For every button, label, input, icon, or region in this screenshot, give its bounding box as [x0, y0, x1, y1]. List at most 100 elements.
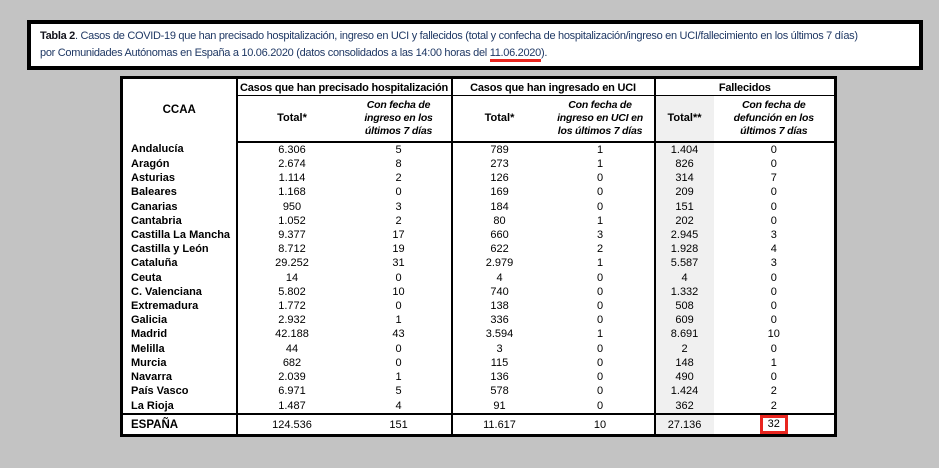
table-row: Galicia 2.932 1 336 0 609 0 — [121, 313, 836, 328]
uci-total: 740 — [490, 285, 509, 298]
uci-7dias: 0 — [546, 384, 656, 399]
ccaa-name: Ceuta — [121, 270, 238, 285]
caption-label: Tabla 2 — [40, 30, 75, 42]
fallecidos-7dias: 0 — [770, 186, 777, 199]
fallecidos-7dias: 2 — [770, 399, 777, 412]
hosp-total: 8.712 — [278, 243, 306, 256]
fallecidos-total: 2.945 — [654, 227, 714, 243]
hosp-7dias: 3 — [346, 199, 453, 214]
fallecidos-total: 826 — [654, 156, 714, 172]
fallecidos-7dias: 0 — [770, 200, 777, 213]
ccaa-name: Melilla — [121, 341, 238, 356]
ccaa-name: Galicia — [121, 313, 238, 328]
subheader-uci-7dias: Con fecha de ingreso en UCI en los últim… — [546, 95, 656, 143]
hosp-total: 950 — [282, 200, 302, 213]
uci-7dias: 0 — [546, 199, 656, 214]
hosp-total: 2.674 — [278, 157, 306, 170]
ccaa-name: Cantabria — [121, 213, 238, 228]
hosp-7dias: 0 — [346, 341, 453, 356]
uci-7dias: 0 — [546, 369, 656, 385]
table-row: Melilla 44 0 3 0 2 0 — [121, 341, 836, 356]
hosp-total: 2.039 — [278, 371, 306, 384]
fallecidos-total: 1.332 — [654, 284, 714, 299]
fallecidos-7dias: 0 — [770, 342, 777, 355]
fallecidos-7dias: 7 — [770, 172, 777, 185]
ccaa-name: Navarra — [121, 369, 238, 385]
hosp-7dias: 0 — [346, 298, 453, 314]
caption-text-1: . Casos de COVID-19 que han precisado ho… — [75, 30, 858, 42]
total-hosp-7dias: 151 — [346, 414, 453, 436]
uci-total: 622 — [490, 243, 509, 256]
ccaa-name: País Vasco — [121, 384, 238, 399]
caption-text-3: ). — [540, 47, 548, 59]
hosp-7dias: 19 — [346, 242, 453, 257]
fallecidos-total: 490 — [654, 369, 714, 385]
fallecidos-7dias: 3 — [770, 257, 777, 270]
uci-total: 138 — [490, 300, 509, 313]
fallecidos-7dias: 0 — [770, 214, 777, 227]
table-row: Aragón 2.674 8 273 1 826 0 — [121, 156, 836, 172]
hosp-total: 1.052 — [278, 214, 306, 227]
table-row: C. Valenciana 5.802 10 740 0 1.332 0 — [121, 284, 836, 299]
subheader-fallecidos-7dias: Con fecha de defunción en los últimos 7 … — [713, 95, 836, 143]
table-row: Murcia 682 0 115 0 148 1 — [121, 355, 836, 370]
hosp-7dias: 43 — [346, 327, 453, 342]
uci-total: 3.594 — [485, 328, 514, 341]
fallecidos-total: 314 — [654, 171, 714, 186]
uci-total: 126 — [490, 172, 509, 185]
ccaa-name: Castilla y León — [121, 242, 238, 257]
fallecidos-7dias: 4 — [770, 243, 777, 256]
table-footer: ESPAÑA 124.536 151 11.617 10 27.136 32 — [121, 414, 836, 436]
fallecidos-7dias: 0 — [770, 285, 777, 298]
table-row: Baleares 1.168 0 169 0 209 0 — [121, 185, 836, 200]
ccaa-name: Andalucía — [121, 141, 238, 157]
total-row-label: ESPAÑA — [121, 414, 238, 436]
uci-7dias: 1 — [546, 256, 656, 271]
total-fallecidos-7dias: 32 — [714, 414, 836, 436]
highlight-box: 32 — [759, 415, 788, 434]
fallecidos-7dias: 10 — [767, 328, 780, 341]
hosp-total: 9.377 — [278, 229, 306, 241]
uci-7dias: 0 — [546, 313, 656, 328]
table-row: Castilla La Mancha 9.377 17 660 3 2.945 3 — [121, 227, 836, 243]
group-header-hospitalizacion: Casos que han precisado hospitalización — [236, 77, 453, 96]
table-row: Madrid 42.188 43 3.594 1 8.691 10 — [121, 327, 836, 342]
fallecidos-total: 209 — [654, 185, 714, 200]
uci-7dias: 0 — [546, 298, 656, 314]
uci-total: 660 — [490, 229, 509, 241]
hosp-total: 682 — [282, 356, 302, 369]
subheader-hosp-total: Total* — [236, 95, 347, 143]
fallecidos-7dias: 2 — [770, 385, 777, 398]
total-fallecidos-total: 27.136 — [654, 414, 714, 436]
total-hosp-total: 124.536 — [272, 418, 312, 431]
fallecidos-total: 151 — [654, 199, 714, 214]
hosp-total: 1.114 — [278, 172, 306, 185]
group-header-uci: Casos que han ingresado en UCI — [451, 77, 656, 96]
table-row: Extremadura 1.772 0 138 0 508 0 — [121, 298, 836, 314]
table-row: Cantabria 1.052 2 80 1 202 0 — [121, 213, 836, 228]
hosp-7dias: 0 — [346, 185, 453, 200]
hosp-7dias: 0 — [346, 270, 453, 285]
hosp-7dias: 0 — [346, 355, 453, 370]
hosp-7dias: 8 — [346, 156, 453, 172]
uci-7dias: 1 — [546, 213, 656, 228]
uci-7dias: 1 — [546, 156, 656, 172]
hosp-7dias: 2 — [346, 213, 453, 228]
fallecidos-7dias: 0 — [770, 271, 777, 284]
uci-total: 91 — [493, 399, 506, 412]
hosp-7dias: 5 — [346, 141, 453, 157]
subheader-hosp-7dias: Con fecha de ingreso en los últimos 7 dí… — [346, 95, 453, 143]
uci-7dias: 0 — [546, 355, 656, 370]
uci-total: 115 — [490, 356, 509, 369]
ccaa-name: C. Valenciana — [121, 284, 238, 299]
hosp-7dias: 10 — [346, 284, 453, 299]
hosp-total: 42.188 — [275, 328, 309, 341]
hosp-7dias: 2 — [346, 171, 453, 186]
hosp-total: 1.168 — [278, 186, 306, 199]
ccaa-name: Aragón — [121, 156, 238, 172]
ccaa-name: Canarias — [121, 199, 238, 214]
fallecidos-7dias: 3 — [770, 229, 777, 241]
uci-7dias: 0 — [546, 171, 656, 186]
fallecidos-total: 8.691 — [654, 327, 714, 342]
total-uci-total: 11.617 — [483, 418, 516, 431]
